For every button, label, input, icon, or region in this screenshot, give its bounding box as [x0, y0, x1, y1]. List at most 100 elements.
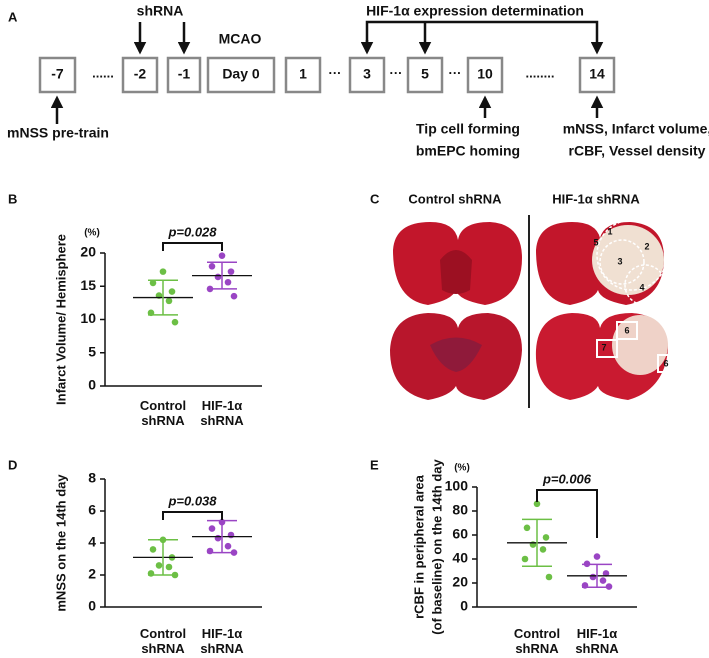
- y-tick-label: 0: [88, 377, 96, 393]
- y-axis-label: Infarct Volume/ Hemisphere: [53, 234, 68, 405]
- x-tick-label: Control shRNA: [139, 398, 187, 428]
- label-pretrain: mNSS pre-train: [7, 125, 109, 141]
- data-point: [533, 500, 541, 508]
- data-point: [149, 546, 157, 553]
- data-point: [218, 252, 226, 259]
- p-value: p=0.038: [167, 493, 217, 508]
- data-point: [165, 563, 173, 571]
- data-point: [165, 297, 173, 305]
- y-axis-label: (of baseline) on the 14th day: [429, 458, 444, 634]
- region-number: 3: [617, 256, 622, 266]
- data-point: [208, 525, 216, 532]
- region-number: 4: [639, 282, 644, 292]
- y-tick-label: 100: [445, 478, 469, 494]
- y-tick-label: 20: [452, 574, 468, 590]
- data-point: [227, 531, 235, 539]
- data-point: [523, 524, 531, 532]
- data-point: [539, 546, 547, 553]
- x-tick-label: HIF-1α shRNA: [200, 398, 244, 428]
- y-tick-label: 8: [88, 470, 96, 486]
- label-day10: bmEPC homing: [416, 143, 520, 159]
- data-point: [159, 268, 167, 275]
- label-hif: HIF-1α expression determination: [366, 3, 584, 19]
- data-point: [214, 273, 222, 281]
- day-box: [466, 56, 504, 94]
- day-box: [406, 56, 444, 94]
- day-label: 1: [299, 66, 307, 82]
- day-box: [348, 56, 386, 94]
- panel-label: E: [370, 457, 379, 472]
- data-point: [208, 263, 216, 270]
- day-label: 14: [589, 66, 605, 82]
- day-box: [284, 56, 322, 94]
- label-shrna: shRNA: [137, 3, 184, 19]
- y-tick-label: 0: [460, 598, 468, 614]
- day-label: 3: [363, 66, 371, 82]
- data-point: [589, 573, 597, 581]
- p-value: p=0.006: [542, 471, 592, 486]
- data-point: [224, 278, 232, 286]
- data-point: [230, 292, 238, 300]
- y-tick-label: 5: [88, 343, 96, 359]
- significance-bracket: [536, 489, 598, 538]
- unit-label: (%): [84, 228, 100, 239]
- day-label: 10: [477, 66, 493, 82]
- region-number: 7: [601, 342, 606, 352]
- label-day10: Tip cell forming: [416, 121, 520, 137]
- timeline-gap: ···: [390, 65, 403, 80]
- data-point: [149, 279, 157, 287]
- panel-label: B: [8, 191, 17, 206]
- region-number: 6: [624, 325, 629, 335]
- y-tick-label: 40: [452, 550, 468, 566]
- region-number: 2: [644, 241, 649, 251]
- image-title: Control shRNA: [408, 191, 502, 206]
- y-tick-label: 0: [88, 598, 96, 614]
- data-point: [521, 555, 529, 563]
- significance-bracket: [162, 242, 223, 251]
- label-mcao: MCAO: [219, 31, 262, 47]
- panel-label: C: [370, 191, 380, 206]
- y-tick-label: 6: [88, 502, 96, 518]
- y-tick-label: 60: [452, 526, 468, 542]
- data-point: [214, 534, 222, 542]
- label-day14: rCBF, Vessel density: [569, 143, 706, 159]
- x-tick-label: HIF-1α shRNA: [575, 626, 619, 656]
- day-box: [578, 56, 616, 94]
- day-label: -1: [178, 66, 191, 82]
- timeline-gap: ......: [92, 65, 114, 80]
- unit-label: (%): [454, 463, 470, 474]
- label-day14: mNSS, Infarct volume,: [563, 121, 709, 137]
- p-value: p=0.028: [167, 224, 217, 239]
- timeline-gap: ···: [329, 65, 342, 80]
- data-point: [599, 577, 607, 584]
- data-point: [545, 573, 553, 581]
- image-title: HIF-1α shRNA: [552, 191, 640, 206]
- day-label: 5: [421, 66, 429, 82]
- y-axis-label: mNSS on the 14th day: [53, 474, 68, 612]
- day-label: Day 0: [222, 66, 260, 82]
- data-point: [602, 570, 610, 577]
- panel-label: D: [8, 457, 17, 472]
- timeline-gap: ........: [526, 65, 555, 80]
- y-tick-label: 15: [80, 277, 96, 293]
- day-label: -2: [134, 66, 147, 82]
- timeline-gap: ···: [449, 65, 462, 80]
- data-point: [171, 318, 179, 326]
- data-point: [168, 288, 176, 295]
- y-tick-label: 80: [452, 502, 468, 518]
- day-box: [38, 56, 77, 94]
- data-point: [224, 542, 232, 550]
- x-tick-label: Control shRNA: [139, 626, 187, 656]
- panel-label: A: [8, 9, 18, 24]
- data-point: [227, 268, 235, 275]
- data-point: [155, 562, 163, 569]
- y-axis-label: rCBF in peripheral area: [411, 474, 426, 619]
- timeline-arrows: [50, 20, 604, 124]
- significance-bracket: [162, 511, 223, 520]
- data-point: [542, 534, 550, 541]
- day-box: [206, 56, 276, 94]
- y-tick-label: 4: [88, 534, 96, 550]
- day-label: -7: [51, 66, 64, 82]
- y-tick-label: 20: [80, 244, 96, 260]
